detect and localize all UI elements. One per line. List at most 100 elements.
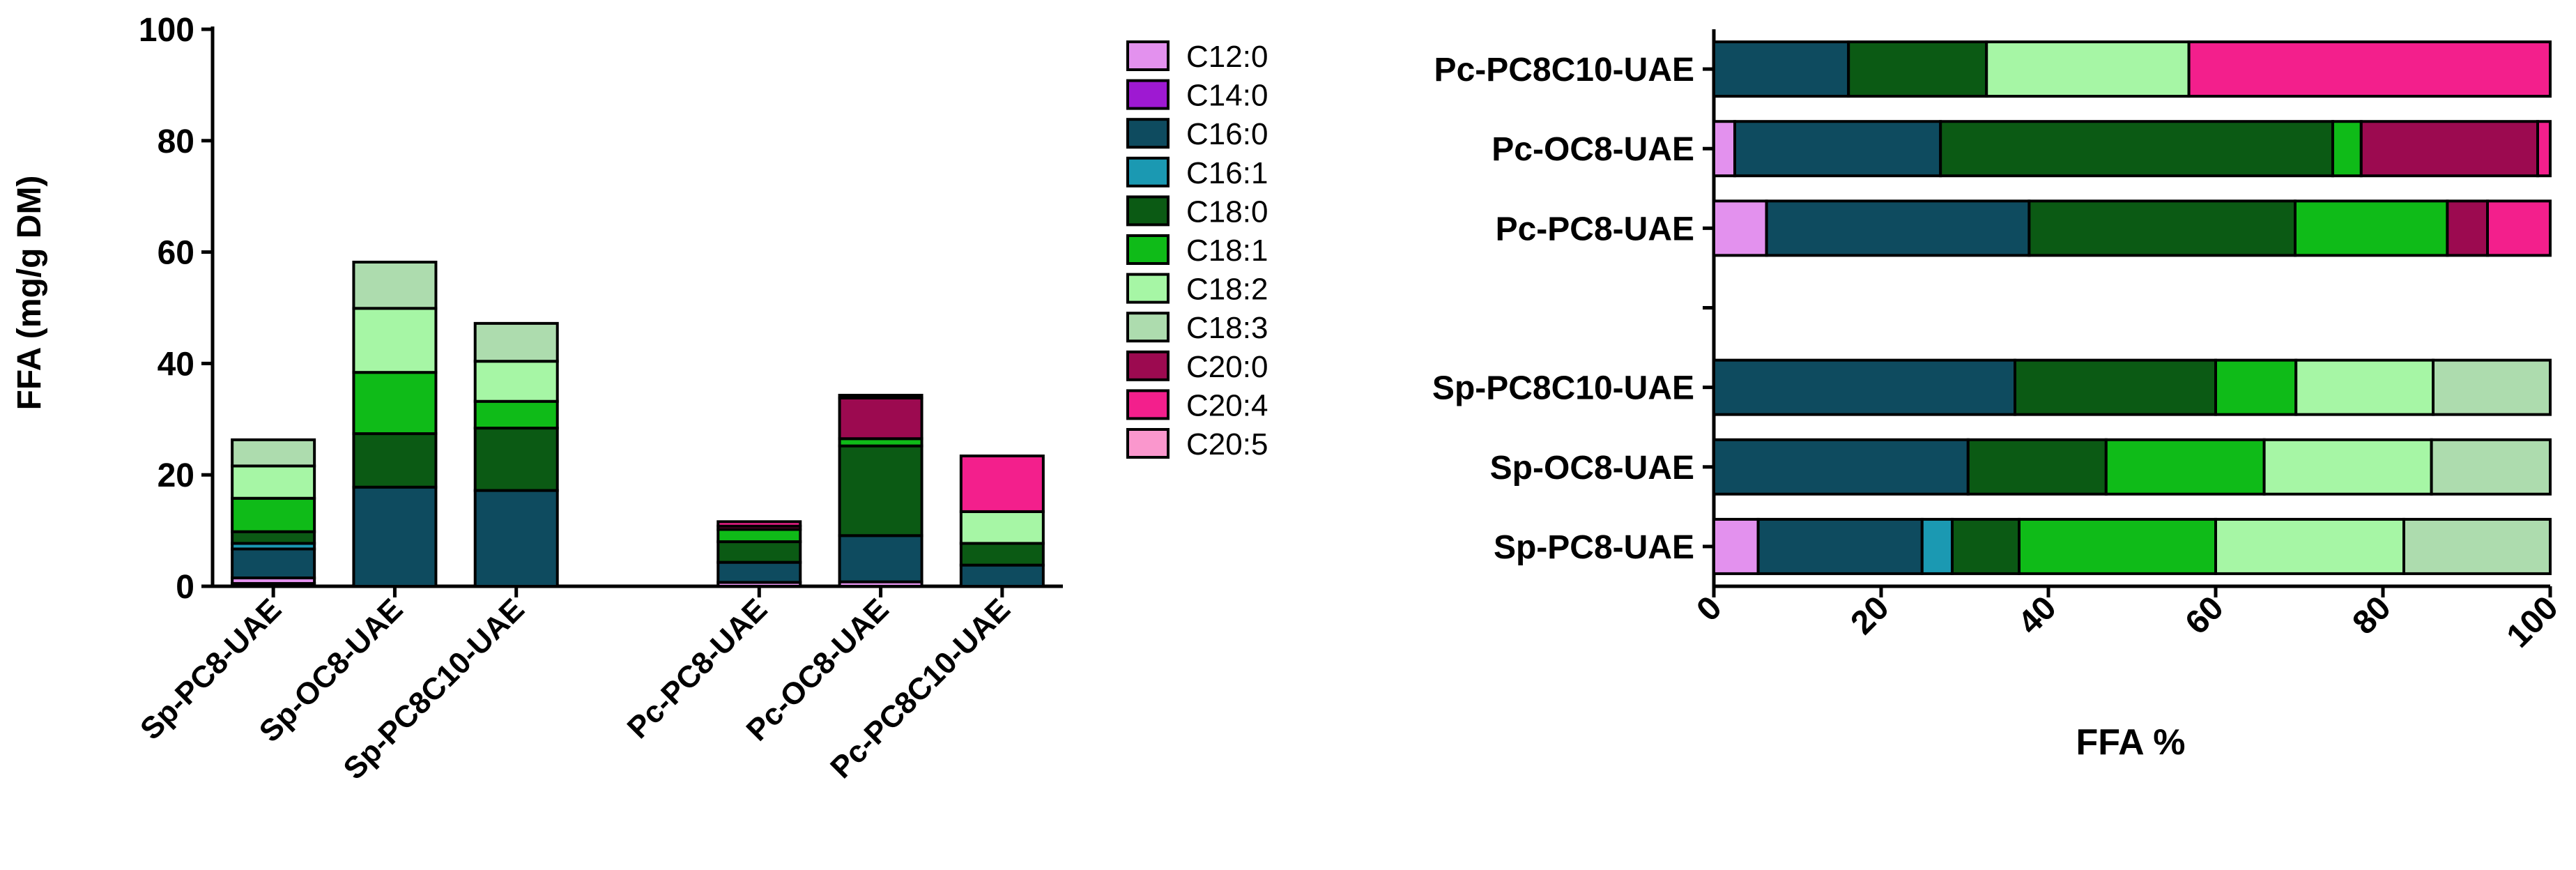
legend-label-c20-5: C20:5	[1186, 427, 1268, 461]
legend-label-c12-0: C12:0	[1186, 40, 1268, 74]
right-bar-segment-c12-0	[1712, 517, 1760, 575]
right-bar-segment-c18-0	[1951, 517, 2021, 575]
left-bar-segment-c18-2	[473, 360, 559, 403]
legend: C12:0 C14:0 C16:0 C16:1 C18:0 C18:1 C18:2 C18:3…	[1126, 40, 1268, 461]
right-x-tick-label: 20	[1844, 589, 1896, 641]
right-x-tick-label: 60	[2179, 589, 2231, 641]
left-bar-segment-c18-2	[352, 307, 438, 374]
right-x-tick-label: 0	[1689, 589, 1728, 628]
right-category-label: Pc-PC8C10-UAE	[1434, 52, 1694, 89]
right-bar-segment-c18-3	[2432, 358, 2552, 416]
left-bar-segment-c18-3	[473, 321, 559, 363]
right-category-label: Pc-OC8-UAE	[1492, 131, 1694, 168]
right-category-label: Sp-OC8-UAE	[1490, 450, 1694, 487]
left-bar-segment-c18-0	[473, 427, 559, 492]
right-bar-segment-c18-3	[2430, 438, 2552, 496]
right-x-tick-label: 40	[2011, 589, 2064, 641]
right-bar-segment-c16-0	[1712, 40, 1850, 98]
legend-swatch-c18-3	[1126, 312, 1170, 343]
right-bar-segment-c18-0	[1847, 40, 1988, 98]
right-bar-segment-c18-1	[2214, 358, 2298, 416]
right-bar-segment-c16-0	[1756, 517, 1924, 575]
left-bar-segment-c18-3	[352, 260, 438, 310]
left-bar-segment-c18-0	[231, 530, 316, 545]
left-bar-segment-c18-1	[231, 496, 316, 533]
legend-swatch-c12-0	[1126, 40, 1170, 71]
left-bar-segment-c18-0	[716, 540, 802, 564]
left-bar-segment-c18-0	[959, 542, 1045, 567]
right-bar-segment-c18-2	[1985, 40, 2191, 98]
right-bar-segment-c18-1	[2104, 438, 2266, 496]
right-bar-segment-c18-1	[2331, 120, 2363, 178]
right-bar-segment-c20-0	[2446, 199, 2489, 257]
left-bar-segment-c18-0	[838, 444, 923, 537]
left-bar-segment-c16-0	[838, 534, 923, 583]
legend-label-c20-0: C20:0	[1186, 350, 1268, 384]
right-x-tick-label: 100	[2500, 589, 2566, 655]
legend-label-c14-0: C14:0	[1186, 79, 1268, 113]
right-category-label: Sp-PC8C10-UAE	[1432, 370, 1694, 407]
left-y-tick-label: 80	[158, 123, 194, 160]
left-bar-segment-c16-0	[231, 547, 316, 580]
left-bar-segment-c18-2	[959, 510, 1045, 545]
legend-swatch-c16-1	[1126, 156, 1170, 188]
right-bar-segment-c18-2	[2214, 517, 2405, 575]
right-stacked-bar-chart: FFA % 0 20 40 60 80 100 Pc-PC8C10-UAE Pc-OC8-UA…	[1432, 29, 2566, 763]
right-bar-segment-c12-0	[1712, 120, 1736, 178]
left-stacked-bar-chart: FFA (mg/g DM) 020406080100Sp-PC8-UAESp-O…	[11, 12, 1063, 786]
left-y-tick-label: 60	[158, 235, 194, 272]
right-bar-segment-c20-4	[2187, 40, 2552, 98]
legend-label-c20-4: C20:4	[1186, 388, 1268, 422]
right-x-tick-label: 80	[2346, 589, 2398, 641]
right-bar-segment-c16-1	[1920, 517, 1954, 575]
right-bar-segment-c20-4	[2486, 199, 2552, 257]
left-bar-segment-c16-0	[959, 563, 1045, 588]
right-category-label: Sp-PC8-UAE	[1494, 529, 1694, 566]
left-bar-segment-c18-2	[231, 464, 316, 500]
right-bar-segment-c20-0	[2359, 120, 2540, 178]
right-bar-segment-c18-2	[2262, 438, 2433, 496]
left-y-tick-label: 20	[158, 457, 194, 494]
left-bars	[231, 260, 1045, 588]
left-bar-segment-c18-3	[231, 438, 316, 468]
right-bar-segment-c18-0	[2014, 358, 2217, 416]
right-bar-segment-c16-0	[1712, 358, 2016, 416]
legend-swatch-c20-4	[1126, 389, 1170, 420]
left-y-tick-label: 100	[139, 12, 194, 49]
right-bar-segment-c16-0	[1712, 438, 1970, 496]
legend-swatch-c20-5	[1126, 428, 1170, 459]
legend-swatch-c20-0	[1126, 350, 1170, 381]
right-bar-segment-c18-0	[1966, 438, 2108, 496]
legend-label-c18-3: C18:3	[1186, 311, 1268, 345]
left-y-tick-label: 0	[176, 569, 194, 606]
left-bar-segment-c20-4	[716, 520, 802, 528]
left-bar-segment-c20-4	[838, 393, 923, 399]
left-bar-segment-c20-4	[959, 455, 1045, 513]
left-bar-segment-c18-1	[352, 371, 438, 436]
left-bar-segment-c16-0	[473, 489, 559, 588]
legend-swatch-c18-1	[1126, 234, 1170, 265]
legend-label-c16-1: C16:1	[1186, 156, 1268, 190]
left-bar-segment-c18-1	[716, 528, 802, 544]
right-bar-segment-c16-0	[1733, 120, 1942, 178]
right-bar-segment-c18-3	[2402, 517, 2552, 575]
legend-swatch-c18-2	[1126, 273, 1170, 304]
left-y-tick-label: 40	[158, 346, 194, 383]
legend-label-c16-0: C16:0	[1186, 117, 1268, 151]
left-bar-segment-c20-0	[838, 396, 923, 441]
right-bar-segment-c18-1	[2294, 199, 2449, 257]
legend-label-c18-1: C18:1	[1186, 234, 1268, 268]
left-axes: 020406080100Sp-PC8-UAESp-OC8-UAESp-PC8C1…	[134, 12, 1063, 786]
left-bar-segment-c18-1	[473, 399, 559, 430]
legend-label-c18-2: C18:2	[1186, 273, 1268, 307]
right-bar-segment-c18-1	[2018, 517, 2217, 575]
right-bar-segment-c12-0	[1712, 199, 1768, 257]
left-bar-segment-c16-0	[352, 485, 438, 588]
right-bar-segment-c18-2	[2294, 358, 2435, 416]
left-bar-segment-c16-0	[716, 560, 802, 584]
legend-swatch-c18-0	[1126, 195, 1170, 227]
right-axes: 0 20 40 60 80 100 Pc-PC8C10-UAE Pc-OC8-UAE Pc-PC…	[1432, 29, 2566, 655]
legend-label-c18-0: C18:0	[1186, 194, 1268, 229]
right-category-label: Pc-PC8-UAE	[1496, 211, 1694, 247]
